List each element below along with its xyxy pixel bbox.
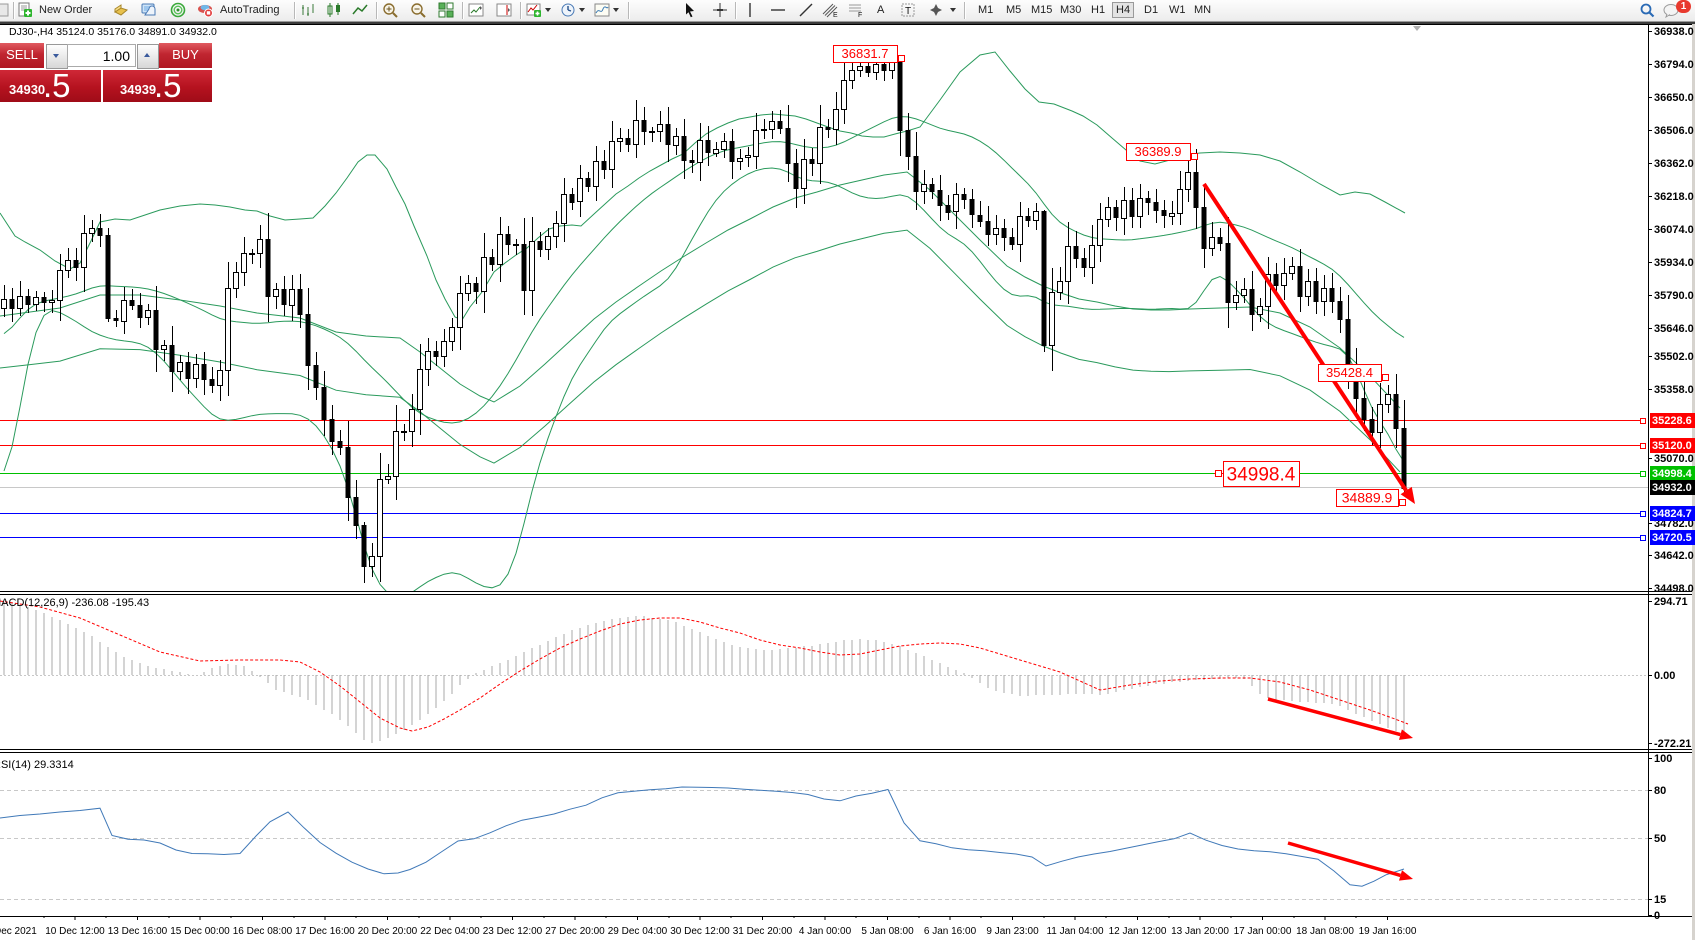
svg-text:MACD(12,26,9) -236.08 -195.43: MACD(12,26,9) -236.08 -195.43 [0, 597, 149, 609]
svg-text:F: F [858, 12, 862, 19]
svg-text:4 Jan 00:00: 4 Jan 00:00 [799, 926, 852, 937]
svg-text:9 Jan 23:00: 9 Jan 23:00 [986, 926, 1039, 937]
svg-text:6 Jan 16:00: 6 Jan 16:00 [924, 926, 977, 937]
svg-text:34998.4: 34998.4 [1652, 468, 1693, 480]
svg-text:80: 80 [1654, 785, 1666, 797]
svg-text:34824.7: 34824.7 [1652, 508, 1692, 520]
svg-text:23 Dec 12:00: 23 Dec 12:00 [483, 926, 543, 937]
svg-text:34720.5: 34720.5 [1652, 532, 1692, 544]
svg-text:35934.0: 35934.0 [1654, 257, 1694, 269]
svg-text:35646.0: 35646.0 [1654, 323, 1694, 335]
svg-text:36650.0: 36650.0 [1654, 92, 1694, 104]
svg-text:36794.0: 36794.0 [1654, 59, 1694, 71]
svg-text:17 Dec 16:00: 17 Dec 16:00 [295, 926, 355, 937]
svg-text:18 Jan 08:00: 18 Jan 08:00 [1296, 926, 1354, 937]
svg-text:13 Dec 16:00: 13 Dec 16:00 [108, 926, 168, 937]
svg-text:RSI(14) 29.3314: RSI(14) 29.3314 [0, 759, 74, 771]
svg-text:31 Dec 20:00: 31 Dec 20:00 [733, 926, 793, 937]
svg-text:35502.0: 35502.0 [1654, 351, 1694, 363]
svg-text:DJ30-,H4 35124.0 35176.0 3489: DJ30-,H4 35124.0 35176.0 34891.0 34932.0 [9, 26, 217, 38]
svg-text:36389.9: 36389.9 [1135, 144, 1182, 159]
svg-text:36938.0: 36938.0 [1654, 26, 1694, 38]
svg-text:36831.7: 36831.7 [842, 46, 889, 61]
svg-text:34998.4: 34998.4 [1227, 464, 1296, 485]
svg-text:35120.0: 35120.0 [1652, 440, 1692, 452]
svg-text:30 Dec 12:00: 30 Dec 12:00 [670, 926, 730, 937]
svg-text:11 Jan 04:00: 11 Jan 04:00 [1046, 926, 1104, 937]
svg-text:100: 100 [1654, 753, 1672, 765]
svg-text:36506.0: 36506.0 [1654, 125, 1694, 137]
svg-text:15: 15 [1654, 894, 1666, 906]
svg-text:T: T [905, 6, 911, 17]
svg-text:35228.6: 35228.6 [1652, 415, 1692, 427]
svg-text:36218.0: 36218.0 [1654, 191, 1694, 203]
svg-text:5 Jan 08:00: 5 Jan 08:00 [861, 926, 914, 937]
svg-text:35358.0: 35358.0 [1654, 384, 1694, 396]
svg-text:17 Jan 00:00: 17 Jan 00:00 [1234, 926, 1292, 937]
svg-text:20 Dec 20:00: 20 Dec 20:00 [358, 926, 418, 937]
svg-text:34642.0: 34642.0 [1654, 550, 1694, 562]
svg-text:19 Jan 16:00: 19 Jan 16:00 [1359, 926, 1417, 937]
svg-text:13 Jan 20:00: 13 Jan 20:00 [1171, 926, 1229, 937]
svg-text:34889.9: 34889.9 [1342, 490, 1393, 506]
svg-text:22 Dec 04:00: 22 Dec 04:00 [420, 926, 480, 937]
svg-text:27 Dec 20:00: 27 Dec 20:00 [545, 926, 605, 937]
svg-text:29 Dec 04:00: 29 Dec 04:00 [608, 926, 668, 937]
svg-text:-272.21: -272.21 [1654, 738, 1691, 750]
svg-text:12 Jan 12:00: 12 Jan 12:00 [1109, 926, 1167, 937]
svg-text:0.00: 0.00 [1654, 670, 1675, 682]
svg-text:36074.0: 36074.0 [1654, 224, 1694, 236]
svg-text:35790.0: 35790.0 [1654, 290, 1694, 302]
svg-text:0: 0 [1654, 910, 1660, 922]
svg-text:35070.0: 35070.0 [1654, 453, 1694, 465]
svg-text:16 Dec 08:00: 16 Dec 08:00 [233, 926, 293, 937]
svg-text:10 Dec 12:00: 10 Dec 12:00 [45, 926, 105, 937]
svg-text:294.71: 294.71 [1654, 596, 1688, 608]
svg-text:E: E [833, 12, 838, 19]
svg-text:50: 50 [1654, 833, 1666, 845]
svg-text:36362.0: 36362.0 [1654, 158, 1694, 170]
svg-text:34932.0: 34932.0 [1652, 482, 1692, 494]
svg-text:15 Dec 00:00: 15 Dec 00:00 [170, 926, 230, 937]
svg-text:34498.0: 34498.0 [1654, 583, 1694, 595]
svg-text:Dec 2021: Dec 2021 [0, 926, 37, 937]
svg-text:35428.4: 35428.4 [1326, 365, 1373, 380]
